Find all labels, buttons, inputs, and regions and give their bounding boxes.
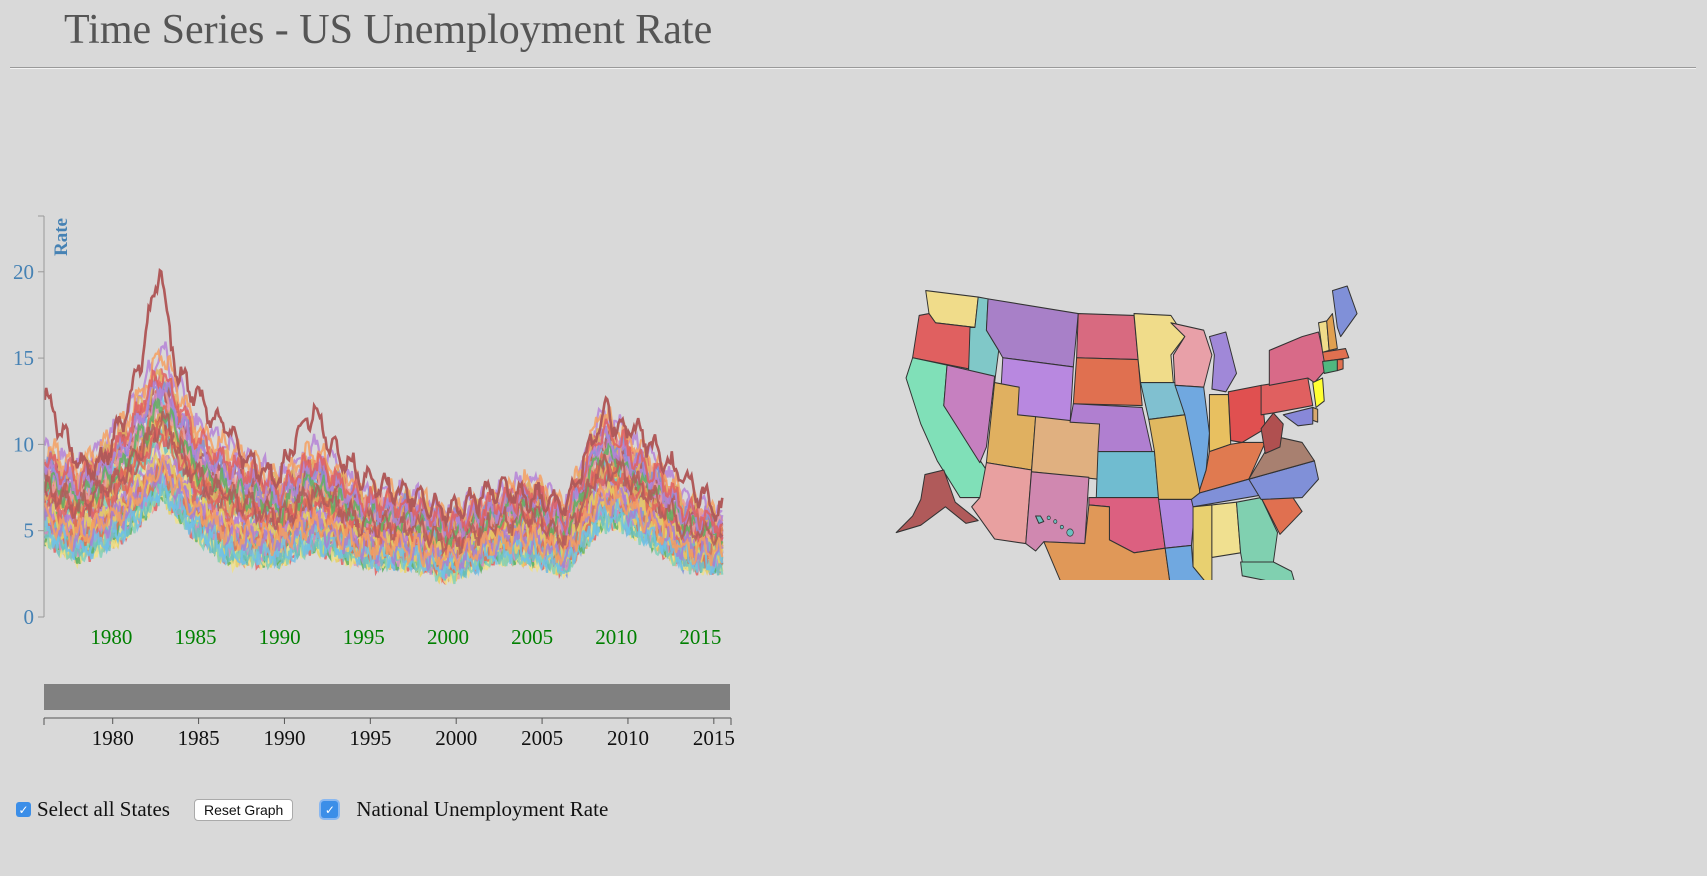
x-tick-label: 2010: [595, 625, 637, 649]
y-axis-label: Rate: [51, 218, 72, 256]
x-tick-label: 2015: [679, 625, 721, 649]
state-colorado[interactable]: Colorado: [1031, 416, 1102, 480]
state-north-dakota[interactable]: North Dakota: [1076, 313, 1139, 361]
state-louisiana[interactable]: Louisiana: [1164, 544, 1212, 580]
state-arkansas[interactable]: Arkansas: [1158, 498, 1196, 549]
brush-tick-label: 1995: [349, 726, 391, 750]
x-tick-label: 1995: [343, 625, 385, 649]
state-massachusetts[interactable]: Massachusetts: [1322, 348, 1350, 362]
state-nevada[interactable]: Nevada: [943, 364, 996, 464]
state-hawaii-island[interactable]: [1046, 515, 1051, 521]
map-states: WashingtonOregonCaliforniaIdahoNevadaMon…: [895, 285, 1358, 580]
state-kansas[interactable]: Kansas: [1095, 451, 1160, 499]
state-rhode-island[interactable]: Rhode Island: [1336, 359, 1344, 372]
state-south-dakota[interactable]: South Dakota: [1072, 357, 1143, 407]
state-florida[interactable]: Florida: [1240, 561, 1311, 580]
brush-axis: 1980 1985 1990 1995 2000 2005 2010 2015: [43, 717, 735, 750]
national-rate-checkbox[interactable]: ✓: [321, 801, 339, 818]
state-ohio[interactable]: Ohio: [1227, 384, 1266, 443]
state-alabama[interactable]: Alabama: [1211, 501, 1242, 558]
state-west-virginia[interactable]: West Virginia: [1260, 412, 1284, 454]
y-axis: 0 5 10 15 20 Rate: [13, 215, 72, 629]
state-series-line[interactable]: [43, 454, 724, 571]
y-tick-label: 15: [13, 346, 34, 370]
x-tick-label: 1985: [174, 625, 216, 649]
state-michigan[interactable]: Michigan: [1208, 331, 1237, 393]
x-tick-label: 2005: [511, 625, 553, 649]
page-title: Time Series - US Unemployment Rate: [64, 7, 713, 53]
controls-bar: ✓ Select all States Reset Graph ✓ Nation…: [16, 797, 608, 822]
state-series-line[interactable]: [43, 369, 723, 540]
state-indiana[interactable]: Indiana: [1208, 394, 1232, 453]
brush-tick-label: 1980: [92, 726, 134, 750]
y-tick-label: 5: [24, 519, 35, 543]
state-series-line[interactable]: [43, 473, 724, 579]
brush-tick-label: 1990: [263, 726, 305, 750]
national-rate-label: National Unemployment Rate: [356, 797, 609, 821]
time-brush[interactable]: 1980 1985 1990 1995 2000 2005 2010 2015: [0, 680, 740, 752]
brush-tick-label: 2010: [607, 726, 649, 750]
state-new-hampshire[interactable]: New Hampshire: [1326, 313, 1338, 351]
state-hawaii-island[interactable]: [1053, 519, 1058, 524]
state-maine[interactable]: Maine: [1331, 285, 1358, 338]
y-tick-label: 0: [24, 605, 35, 629]
state-mississippi[interactable]: Mississippi: [1192, 504, 1213, 580]
brush-tick-label: 2000: [435, 726, 477, 750]
brush-tick-label: 2015: [693, 726, 735, 750]
brush-tick-label: 1985: [178, 726, 220, 750]
state-connecticut[interactable]: Connecticut: [1322, 359, 1338, 374]
brush-tick-label: 2005: [521, 726, 563, 750]
state-alaska[interactable]: Alaska: [895, 469, 979, 534]
unemployment-line-chart[interactable]: 0 5 10 15 20 Rate 1980 1985 1990 1995 2000 2005 201…: [0, 200, 740, 660]
state-new-jersey[interactable]: New Jersey: [1312, 377, 1325, 408]
title-divider: [10, 67, 1696, 69]
y-tick-label: 10: [13, 432, 34, 456]
state-new-mexico[interactable]: New Mexico: [1025, 471, 1090, 552]
peak-state-series-line[interactable]: [43, 268, 724, 529]
state-series-line[interactable]: [43, 410, 724, 556]
y-tick-label: 20: [13, 260, 34, 284]
state-montana[interactable]: Montana: [985, 298, 1079, 368]
reset-graph-button[interactable]: Reset Graph: [193, 798, 294, 821]
x-tick-label: 2000: [427, 625, 469, 649]
x-axis: 1980 1985 1990 1995 2000 2005 2010 2015: [90, 625, 721, 649]
select-all-checkbox[interactable]: ✓: [16, 802, 31, 817]
select-all-label: Select all States: [37, 797, 170, 821]
x-tick-label: 1990: [259, 625, 301, 649]
state-virginia[interactable]: Virginia: [1248, 437, 1315, 480]
state-delaware[interactable]: Delaware: [1312, 406, 1319, 423]
brush-extent[interactable]: [44, 684, 730, 710]
state-minnesota[interactable]: Minnesota: [1133, 313, 1186, 384]
x-tick-label: 1980: [90, 625, 132, 649]
state-hawaii-island[interactable]: [1059, 524, 1064, 530]
state-maryland[interactable]: Maryland: [1282, 406, 1314, 427]
state-new-york[interactable]: New York: [1268, 331, 1328, 386]
state-hawaii-island[interactable]: [1066, 528, 1074, 537]
state-hawaii[interactable]: Hawaii: [1035, 515, 1045, 524]
us-state-map[interactable]: WashingtonOregonCaliforniaIdahoNevadaMon…: [880, 280, 1400, 580]
state-series-lines: [43, 268, 724, 586]
